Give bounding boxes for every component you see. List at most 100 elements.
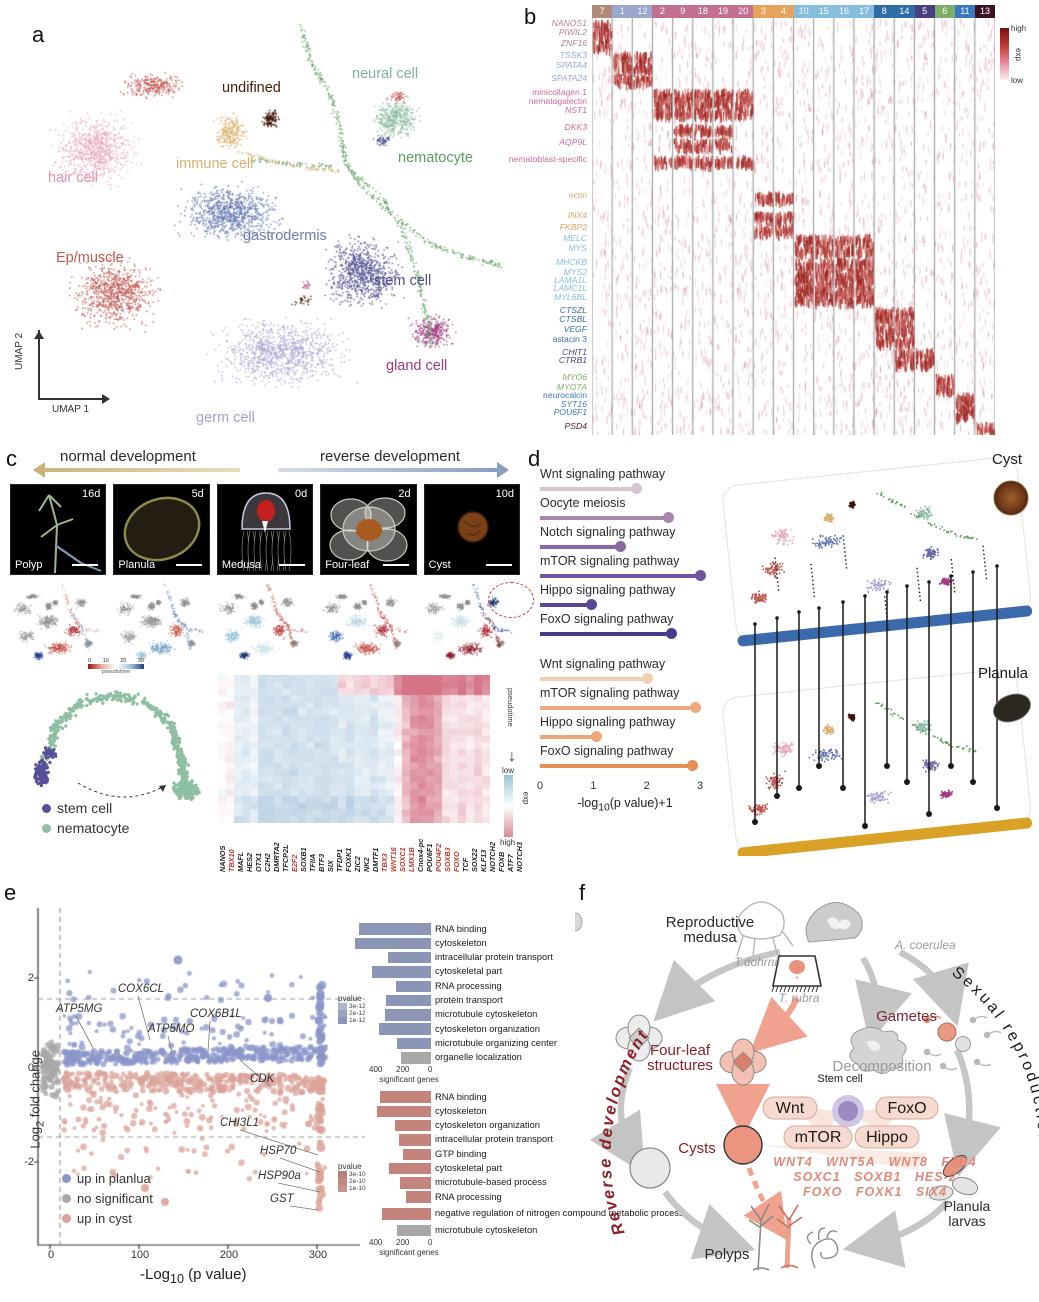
heatmap-gene-axis: NANOS TBX10 MAFL HES2 OTX1 C2H2 DMRTA2 TFCP2L E2…: [218, 826, 524, 872]
umap-labels: hair cell undifined neural cell immune cell…: [0, 0, 520, 440]
c-gene-E2F2: E2F2: [290, 854, 299, 872]
cluster-header-20: 20: [733, 5, 754, 18]
planula-lollipop-3: [540, 759, 718, 772]
mini-umap-3: [314, 580, 414, 666]
c-gene-SOXB3: SOXB3: [443, 847, 452, 872]
go-down-axis-label: significant genes: [379, 1247, 439, 1257]
umap-cluster-label-6: Ep/muscle: [56, 250, 124, 266]
photo-name: Four-leaf: [325, 559, 370, 571]
umap-x-axis: [38, 398, 104, 400]
go-up-term: RNA binding: [435, 923, 487, 934]
lollipop-tick: 1: [590, 780, 597, 792]
gene-label-NST1: NST1: [565, 105, 587, 116]
photo-day: 5d: [191, 488, 204, 500]
volcano-gene-HSP90a: HSP90a: [258, 1170, 301, 1182]
gene-label-astacin 3: astacin 3: [552, 333, 587, 344]
go-down-term: microtubule-based process: [435, 1177, 547, 1188]
go-up-row-5: protein transport: [355, 993, 585, 1007]
c-gene-TBX10: TBX10: [227, 849, 236, 872]
f-label-0: Reproductive: [666, 914, 754, 931]
c-gene-DMRTA2: DMRTA2: [272, 842, 281, 872]
pvalue-swatch: [338, 1178, 347, 1185]
volcano-leaders: [75, 995, 321, 1211]
mini-umap-2: [211, 580, 311, 666]
go-up-term: cytoskeleton: [435, 937, 487, 948]
volcano-gene-CDK: CDK: [250, 1073, 275, 1085]
heatmap-gene-labels: NANOS1 PIWIL2 ZNF16 TSSK3 SPATA4 SPATA24 minic…: [500, 18, 589, 435]
pseudotime-heatmap-canvas: [218, 675, 490, 823]
photo-day: 16d: [82, 488, 101, 500]
photo-day: 2d: [398, 488, 411, 500]
lollipop-axis-label: -log10(p value)+1: [577, 796, 673, 814]
cyst-lollipop-3: [540, 569, 718, 582]
cluster-header-6: 6: [934, 5, 955, 18]
umap-cluster-label-8: germ cell: [196, 410, 255, 426]
legend-label: stem cell: [57, 800, 113, 816]
c-gene-SOXB1: SOXB1: [299, 847, 308, 872]
pvalue-entry: 3e-10: [349, 1171, 366, 1178]
pseudotime-scale: pseudotime ↓ low exp high: [496, 688, 536, 847]
traj-legend-0: stem cell: [42, 798, 129, 818]
colorbar-low: low: [1011, 76, 1024, 85]
gene-label-CTRB1: CTRB1: [558, 354, 587, 365]
scalebar: [175, 564, 202, 566]
normal-dev-arrow: [35, 468, 240, 472]
heatmap-cluster-header: 7 1 12 2 9 18 19 20 3 4 10 15 16 17 8 14 5 6 11 13: [592, 5, 996, 18]
go-up-term: microtubule cytoskeleton: [435, 1009, 538, 1020]
planula-lollipop-1: [540, 701, 718, 714]
go-down-pvalue-legend: pvalue 3e-10 2e-10 1e-10: [338, 1162, 372, 1192]
volcano-ytick: 2: [27, 972, 34, 984]
c-gene-POU4F2: POU4F2: [434, 843, 443, 872]
go-down-term: negative regulation of nitrogen compound…: [435, 1208, 684, 1219]
legend-dot-icon: [42, 803, 51, 813]
cyst-lollipop-5: [540, 627, 718, 640]
pill-Hippo: Hippo: [866, 1129, 908, 1146]
photo-name: Planula: [118, 559, 156, 571]
go-chart-down: RNA binding cytoskeleton cytoskeleton orga…: [338, 1090, 684, 1257]
go-down-row-6: microtubule-based process: [355, 1176, 585, 1190]
cluster-header-2: 2: [652, 5, 673, 18]
pvalue-swatch: [338, 1010, 347, 1017]
cyst-pathway-label-1: Oocyte meiosis: [540, 496, 626, 510]
tick: 400: [369, 1237, 383, 1247]
go-down-row-8: negative regulation of nitrogen compound…: [355, 1204, 684, 1223]
stage-photos: Polyp 16d Planula 5d Medusa 0d Four-leaf 2d Cyst…: [10, 484, 521, 575]
c-gene-TFIIA: TFIIA: [308, 853, 317, 872]
volcano-ytick: -2: [24, 1156, 34, 1168]
go-down-row-2: cytoskeleton organization: [355, 1119, 585, 1133]
gene-row-0: WNT4 WNT5A WNT8 FZD4: [773, 1155, 976, 1169]
go-down-bar: [398, 1134, 431, 1146]
tick: 400: [369, 1064, 383, 1074]
planula-pathway-label-1: mTOR signaling pathway: [540, 686, 680, 700]
plane-label-planula: Planula: [978, 665, 1029, 682]
scalebar: [486, 564, 513, 566]
cluster-header-3: 3: [753, 5, 774, 18]
mini-umap-1: [108, 580, 208, 666]
gene-label-MYO7A: MYO7A: [556, 381, 587, 392]
gene-label-minicollagen 1: minicollagen 1: [532, 87, 587, 98]
cluster-header-16: 16: [833, 5, 855, 18]
lollipop-tick: 3: [697, 780, 704, 792]
cyst-lollipop-2: [540, 540, 718, 553]
volcano-gene-ATP5MO: ATP5MO: [148, 1023, 195, 1035]
pt-scale-high: high: [500, 838, 516, 847]
lollipop-tick: 2: [643, 780, 650, 792]
go-down-row-9: microtubule cytoskeleton: [355, 1223, 585, 1237]
go-down-row-3: intracellular protein transport: [355, 1133, 585, 1147]
go-down-term: intracellular protein transport: [435, 1134, 553, 1145]
f-label-2: T.dohrnii: [734, 955, 780, 969]
legend-dot-icon: [42, 823, 51, 833]
go-up-row-6: microtubule cytoskeleton: [355, 1008, 585, 1022]
gene-label-ZNF16: ZNF16: [560, 38, 587, 49]
umap-scatter-canvas: [0, 0, 520, 440]
gene-label-CTSZL: CTSZL: [559, 305, 587, 316]
cyst-planula-planes: Cyst Planula: [722, 451, 1033, 856]
pvalue-entry: 1e-10: [349, 1185, 366, 1192]
pt-scale-low: low: [502, 766, 515, 775]
go-up-pvalue-legend: pvalue 3e-12 2e-12 1e-12: [338, 994, 372, 1024]
lifecycle-diagram: Wnt FoxO mTOR Hippo WNT4 WNT5A WNT8 FZD4SOXC…: [575, 901, 1039, 1271]
go-down-row-4: GTP binding: [355, 1147, 585, 1161]
cluster-header-5: 5: [914, 5, 935, 18]
c-gene-FOXO: FOXO: [452, 851, 461, 872]
go-up-row-8: microtubule organizing center: [355, 1036, 585, 1050]
